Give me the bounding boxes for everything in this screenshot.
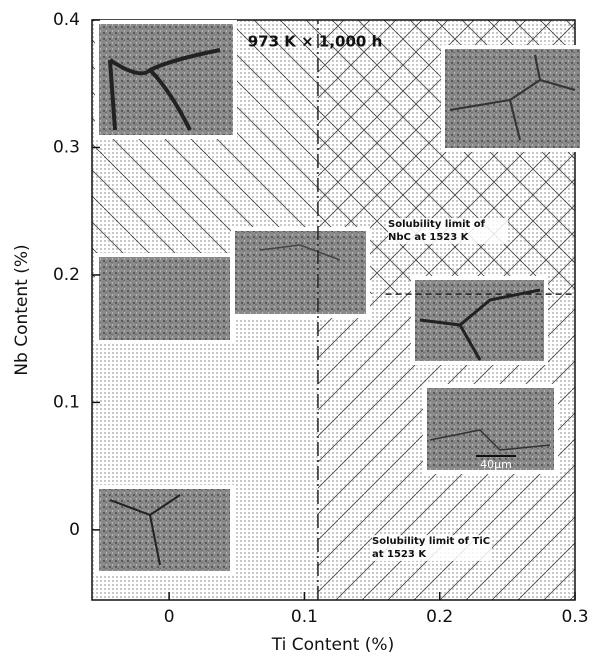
micrograph — [97, 487, 232, 573]
figure: 973 K × 1,000 h 40μm Ti Content (%) Nb C… — [0, 0, 595, 660]
annotation: Solubility limit of TiC at 1523 K — [372, 535, 492, 561]
x-tick-label: 0.2 — [426, 607, 453, 627]
x-tick-label: 0.1 — [291, 607, 318, 627]
x-axis-label: Ti Content (%) — [271, 635, 394, 655]
scale-bar-label: 40μm — [480, 458, 512, 471]
x-tick-label: 0 — [164, 607, 175, 627]
x-tick-label: 0.3 — [561, 607, 588, 627]
y-tick-label: 0 — [69, 520, 80, 540]
y-axis-label: Nb Content (%) — [12, 244, 32, 375]
y-tick-label: 0.2 — [53, 265, 80, 285]
micrograph — [413, 278, 546, 363]
chart-title: 973 K × 1,000 h — [248, 33, 383, 51]
micrograph — [97, 255, 232, 342]
y-tick-label: 0.1 — [53, 392, 80, 412]
chart: 973 K × 1,000 h 40μm Ti Content (%) Nb C… — [0, 0, 595, 660]
annotation: Solubility limit of NbC at 1523 K — [388, 218, 508, 244]
micrograph — [443, 47, 582, 150]
micrograph — [233, 229, 368, 316]
y-tick-label: 0.4 — [53, 10, 80, 30]
micrograph — [97, 22, 235, 137]
y-tick-label: 0.3 — [53, 137, 80, 157]
